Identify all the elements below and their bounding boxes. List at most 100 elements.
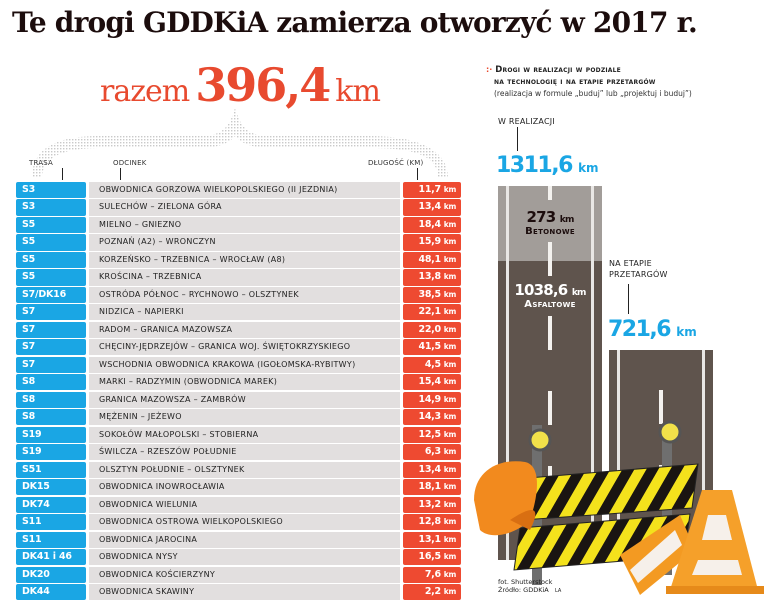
length-tick	[417, 168, 418, 180]
length-cell: 13,1 km	[403, 531, 461, 548]
length-cell: 13,2 km	[403, 496, 461, 513]
route-cell: S19	[16, 426, 86, 443]
route-cell: S3	[16, 182, 86, 199]
length-cell: 7,6 km	[403, 566, 461, 583]
length-cell: 41,5 km	[403, 339, 461, 356]
length-cell: 13,8 km	[403, 269, 461, 286]
in-progress-label: W REALIZACJI	[498, 117, 555, 126]
route-tick	[62, 168, 63, 180]
construction-barrier-illustration	[474, 420, 764, 595]
route-cell: S8	[16, 391, 86, 408]
section-cell: OBWODNICA OSTROWA WIELKOPOLSKIEGO	[89, 514, 400, 531]
in-progress-value: 1311,6 km	[496, 153, 599, 178]
side-chart-heading: :· Drogi w realizacji w podziale na techn…	[486, 64, 692, 99]
heading-line-2: na technologię i na etapie przetargów	[494, 77, 656, 87]
length-cell: 15,4 km	[403, 374, 461, 391]
tender-tick	[628, 284, 629, 314]
route-cell: S5	[16, 216, 86, 234]
credits: fot. Shutterstock Źródło: GDDKiA LA	[498, 578, 562, 594]
column-header-route: TRASA	[29, 159, 54, 167]
length-cell: 2,2 km	[403, 584, 461, 601]
length-cell: 6,3 km	[403, 444, 461, 461]
total-unit: km	[335, 74, 381, 109]
section-cell: GRANICA MAZOWSZA – ZAMBRÓW	[89, 391, 400, 408]
section-cell: ŚWILCZA – RZESZÓW POŁUDNIE	[89, 444, 400, 461]
route-cell: S5	[16, 251, 86, 269]
table-row: S19 ŚWILCZA – RZESZÓW POŁUDNIE 6,3 km	[16, 444, 461, 461]
length-cell: 12,5 km	[403, 426, 461, 443]
section-cell: OBWODNICA NYSY	[89, 549, 400, 566]
route-cell: S8	[16, 374, 86, 391]
section-cell: CHĘCINY-JĘDRZEJÓW – GRANICA WOJ. ŚWIĘTOK…	[89, 339, 400, 356]
section-cell: OBWODNICA GORZOWA WIELKOPOLSKIEGO (II JE…	[89, 182, 400, 199]
length-cell: 15,9 km	[403, 234, 461, 251]
route-cell: S5	[16, 234, 86, 251]
table-row: S5 KORZEŃSKO – TRZEBNICA – WROCŁAW (A8) 48…	[16, 251, 461, 269]
route-cell: DK41 i 46	[16, 549, 86, 566]
route-cell: S7/DK16	[16, 286, 86, 303]
in-progress-tick	[517, 127, 518, 151]
table-row: S19 SOKOŁÓW MAŁOPOLSKI – STOBIERNA 12,5 km	[16, 426, 461, 443]
section-cell: WSCHODNIA OBWODNICA KRAKOWA (IGOŁOMSKA-R…	[89, 356, 400, 373]
length-cell: 12,8 km	[403, 514, 461, 531]
length-cell: 18,4 km	[403, 216, 461, 234]
route-cell: S19	[16, 444, 86, 461]
table-row: S7 CHĘCINY-JĘDRZEJÓW – GRANICA WOJ. ŚWIĘT…	[16, 339, 461, 356]
heading-subtitle: (realizacja w formule „buduj” lub „proje…	[494, 89, 692, 98]
route-cell: DK44	[16, 584, 86, 601]
route-cell: S51	[16, 461, 86, 478]
route-cell: S7	[16, 321, 86, 338]
table-row: S8 MĘŻENIN – JEŻEWO 14,3 km	[16, 409, 461, 426]
section-cell: OBWODNICA INOWROCŁAWIA	[89, 479, 400, 496]
length-cell: 16,5 km	[403, 549, 461, 566]
table-row: DK74 OBWODNICA WIELUNIA 13,2 km	[16, 496, 461, 513]
total-label: razem	[100, 74, 190, 109]
table-row: S7 WSCHODNIA OBWODNICA KRAKOWA (IGOŁOMSKA…	[16, 356, 461, 373]
length-cell: 4,5 km	[403, 356, 461, 373]
length-cell: 14,3 km	[403, 409, 461, 426]
table-row: DK15 OBWODNICA INOWROCŁAWIA 18,1 km	[16, 479, 461, 496]
section-cell: NIDZICA – NAPIERKI	[89, 304, 400, 321]
table-row: S7 RADOM – GRANICA MAZOWSZA 22,0 km	[16, 321, 461, 338]
length-cell: 14,9 km	[403, 391, 461, 408]
length-cell: 48,1 km	[403, 251, 461, 269]
tender-value: 721,6 km	[608, 317, 697, 342]
section-cell: POZNAŃ (A2) – WRONCZYN	[89, 234, 400, 251]
total-length: razem 396,4 km	[100, 58, 381, 112]
table-row: DK41 i 46 OBWODNICA NYSY 16,5 km	[16, 549, 461, 566]
table-row: DK20 OBWODNICA KOŚCIERZYNY 7,6 km	[16, 566, 461, 583]
table-row: S7/DK16 OSTRÓDA PÓŁNOC – RYCHNOWO – OLSZT…	[16, 286, 461, 303]
page-title: Te drogi GDDKiA zamierza otworzyć w 2017…	[12, 6, 698, 39]
route-cell: S7	[16, 356, 86, 373]
tender-label: NA ETAPIE PRZETARGÓW	[609, 259, 668, 279]
section-cell: OBWODNICA KOŚCIERZYNY	[89, 566, 400, 583]
table-row: S5 MIELNO – GNIEZNO 18,4 km	[16, 216, 461, 234]
section-cell: SOKOŁÓW MAŁOPOLSKI – STOBIERNA	[89, 426, 400, 443]
section-cell: OLSZTYN POŁUDNIE – OLSZTYNEK	[89, 461, 400, 478]
section-cell: MARKI – RADZYMIN (OBWODNICA MAREK)	[89, 374, 400, 391]
concrete-label: 273 km Betonowe	[525, 208, 575, 237]
table-row: DK44 OBWODNICA SKAWINY 2,2 km	[16, 584, 461, 601]
length-cell: 22,0 km	[403, 321, 461, 338]
section-tick	[120, 168, 121, 180]
section-cell: OBWODNICA SKAWINY	[89, 584, 400, 601]
dots-icon: :·	[486, 65, 493, 74]
section-cell: SULECHÓW – ZIELONA GÓRA	[89, 199, 400, 216]
route-cell: S11	[16, 514, 86, 531]
length-cell: 18,1 km	[403, 479, 461, 496]
table-row: S7 NIDZICA – NAPIERKI 22,1 km	[16, 304, 461, 321]
table-row: S3 SULECHÓW – ZIELONA GÓRA 13,4 km	[16, 199, 461, 216]
route-cell: S11	[16, 531, 86, 548]
section-cell: OSTRÓDA PÓŁNOC – RYCHNOWO – OLSZTYNEK	[89, 286, 400, 303]
heading-line-1: Drogi w realizacji w podziale	[495, 65, 621, 75]
length-cell: 13,4 km	[403, 199, 461, 216]
table-row: S8 MARKI – RADZYMIN (OBWODNICA MAREK) 15,4…	[16, 374, 461, 391]
route-cell: DK74	[16, 496, 86, 513]
table-row: S3 OBWODNICA GORZOWA WIELKOPOLSKIEGO (II …	[16, 182, 461, 199]
table-row: S8 GRANICA MAZOWSZA – ZAMBRÓW 14,9 km	[16, 391, 461, 408]
route-cell: S8	[16, 409, 86, 426]
length-cell: 13,4 km	[403, 461, 461, 478]
route-cell: S7	[16, 304, 86, 321]
dotted-brace-decoration	[32, 108, 448, 178]
section-cell: RADOM – GRANICA MAZOWSZA	[89, 321, 400, 338]
